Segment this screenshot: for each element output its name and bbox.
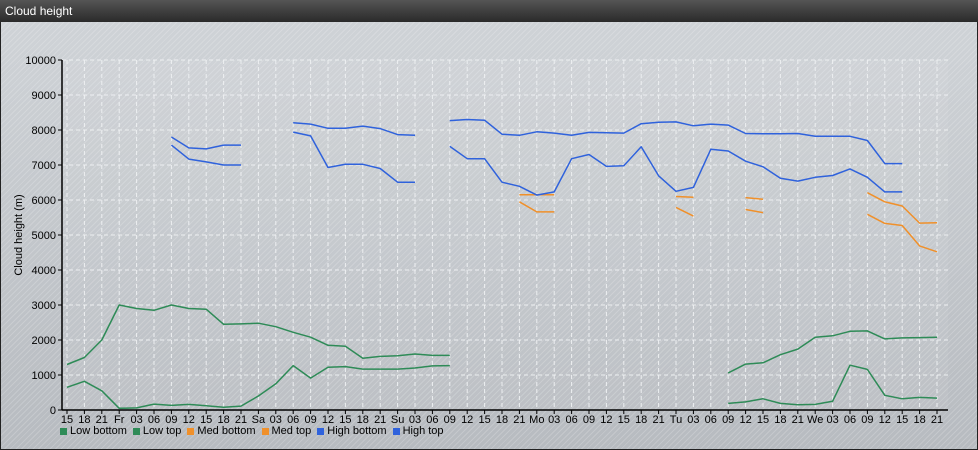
legend-swatch xyxy=(132,427,140,435)
x-tick-label: We xyxy=(807,414,823,426)
series-line-med-top xyxy=(675,195,694,198)
legend-swatch xyxy=(392,427,400,435)
x-tick-label: 09 xyxy=(722,414,734,426)
window-title: Cloud height xyxy=(5,4,73,18)
y-tick-label: 7000 xyxy=(32,160,56,172)
x-tick-label: 15 xyxy=(896,414,908,426)
x-tick-label: 15 xyxy=(757,414,769,426)
series-line-high-top xyxy=(293,121,416,137)
x-tick-label: Tu xyxy=(670,414,682,426)
y-tick-label: 6000 xyxy=(32,195,56,207)
y-tick-label: 0 xyxy=(50,405,56,417)
x-tick-label: Mo xyxy=(529,414,544,426)
legend-swatch xyxy=(187,427,195,435)
x-tick-label: 21 xyxy=(792,414,804,426)
x-tick-label: 18 xyxy=(913,414,925,426)
x-tick-label: 06 xyxy=(705,414,717,426)
x-tick-label: Sa xyxy=(252,414,266,426)
legend-label: High bottom xyxy=(327,425,387,437)
x-tick-label: Fr xyxy=(114,414,125,426)
x-tick-label: 12 xyxy=(879,414,891,426)
x-tick-label: 03 xyxy=(270,414,282,426)
legend-item-low-bottom[interactable]: Low bottom xyxy=(60,425,127,437)
y-tick-label: 3000 xyxy=(32,300,56,312)
y-tick-label: 10000 xyxy=(25,55,56,67)
y-axis-label: Cloud height (m) xyxy=(13,194,25,275)
x-tick-label: 09 xyxy=(304,414,316,426)
legend-label: Med top xyxy=(271,425,312,437)
y-tick-label: 4000 xyxy=(32,265,56,277)
x-tick-label: 18 xyxy=(78,414,90,426)
x-tick-label: 03 xyxy=(826,414,838,426)
x-tick-label: 12 xyxy=(183,414,195,426)
x-tick-label: 09 xyxy=(861,414,873,426)
x-tick-label: 09 xyxy=(165,414,177,426)
x-tick-label: 09 xyxy=(583,414,595,426)
y-tick-label: 2000 xyxy=(32,335,56,347)
x-tick-label: 18 xyxy=(496,414,508,426)
x-tick-label: 06 xyxy=(565,414,577,426)
legend-label: Med bottom xyxy=(197,425,256,437)
legend-item-low-top[interactable]: Low top xyxy=(132,425,182,437)
legend-item-med-bottom[interactable]: Med bottom xyxy=(187,425,256,437)
legend-label: High top xyxy=(402,425,444,437)
legend-swatch xyxy=(261,427,269,435)
y-tick-label: 1000 xyxy=(32,370,56,382)
x-tick-label: 12 xyxy=(322,414,334,426)
x-tick-label: 12 xyxy=(739,414,751,426)
x-tick-label: 15 xyxy=(61,414,73,426)
x-tick-label: 18 xyxy=(357,414,369,426)
x-tick-label: 18 xyxy=(774,414,786,426)
legend-swatch xyxy=(60,427,67,435)
x-tick-label: 15 xyxy=(478,414,490,426)
x-tick-label: Su xyxy=(391,414,404,426)
legend-swatch xyxy=(317,427,325,435)
x-tick-label: 18 xyxy=(217,414,229,426)
x-tick-label: 09 xyxy=(444,414,456,426)
x-tick-label: 06 xyxy=(426,414,438,426)
y-tick-label: 5000 xyxy=(32,230,56,242)
x-tick-label: 21 xyxy=(513,414,525,426)
x-tick-label: 03 xyxy=(130,414,142,426)
x-tick-label: 06 xyxy=(844,414,856,426)
x-tick-label: 12 xyxy=(461,414,473,426)
series-line-med-bottom xyxy=(675,206,694,217)
x-tick-label: 03 xyxy=(687,414,699,426)
legend-label: Low top xyxy=(142,425,182,437)
x-tick-label: 18 xyxy=(635,414,647,426)
y-tick-label: 8000 xyxy=(32,125,56,137)
x-tick-label: 03 xyxy=(409,414,421,426)
series-line-high-bottom xyxy=(293,131,415,183)
x-tick-label: 03 xyxy=(548,414,560,426)
x-tick-label: 21 xyxy=(652,414,664,426)
x-tick-label: 06 xyxy=(148,414,160,426)
legend-label: Low bottom xyxy=(70,425,127,437)
y-tick-label: 9000 xyxy=(32,90,56,102)
x-tick-label: 06 xyxy=(287,414,299,426)
legend-item-high-top[interactable]: High top xyxy=(392,425,444,437)
series-line-med-bottom xyxy=(745,208,764,214)
legend-item-med-top[interactable]: Med top xyxy=(261,425,312,437)
x-tick-label: 12 xyxy=(600,414,612,426)
x-tick-label: 21 xyxy=(96,414,108,426)
legend-item-high-bottom[interactable]: High bottom xyxy=(317,425,387,437)
x-tick-label: 15 xyxy=(339,414,351,426)
legend: Low bottom Low top Med bottom Med top High b… xyxy=(60,425,444,437)
x-tick-label: 21 xyxy=(235,414,247,426)
x-tick-label: 15 xyxy=(618,414,630,426)
x-tick-label: 15 xyxy=(200,414,212,426)
x-tick-label: 21 xyxy=(374,414,386,426)
series-line-med-top xyxy=(745,196,764,201)
x-tick-label: 21 xyxy=(931,414,943,426)
title-bar: Cloud height xyxy=(0,0,978,22)
